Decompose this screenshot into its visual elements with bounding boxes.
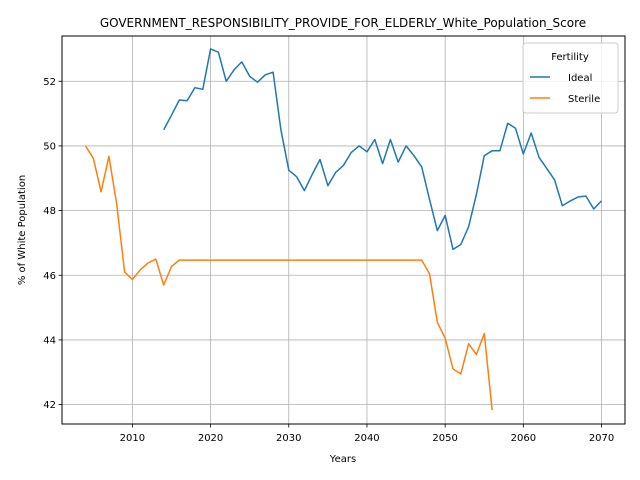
legend: Fertility Ideal Sterile [522,42,619,114]
y-tick-label: 42 [43,400,56,411]
y-tick-label: 46 [43,271,56,282]
legend-box [522,42,619,114]
y-axis-label: % of White Population [17,175,28,285]
gridlines [62,36,625,424]
x-tick-label: 2030 [276,433,301,444]
legend-label-sterile: Sterile [568,94,600,105]
x-tick-label: 2020 [198,433,223,444]
axis-ticks: 2010 2020 2030 2040 2050 2060 2070 42 44 46 48 50 52 [43,77,614,444]
chart-title: GOVERNMENT_RESPONSIBILITY_PROVIDE_FOR_EL… [100,16,586,30]
series-line-sterile [84,145,493,411]
y-tick-label: 44 [43,335,56,346]
y-tick-label: 52 [43,77,56,88]
x-tick-label: 2010 [120,433,145,444]
y-tick-label: 50 [43,141,56,152]
legend-title: Fertility [551,52,589,63]
x-axis-label: Years [329,454,356,465]
series-line-ideal [163,48,603,251]
x-tick-label: 2070 [589,433,614,444]
legend-label-ideal: Ideal [568,73,592,84]
plot-frame [61,35,626,425]
series-layer [84,48,603,411]
x-tick-label: 2040 [354,433,379,444]
y-tick-label: 48 [43,206,56,217]
x-tick-label: 2060 [511,433,536,444]
x-tick-label: 2050 [432,433,457,444]
